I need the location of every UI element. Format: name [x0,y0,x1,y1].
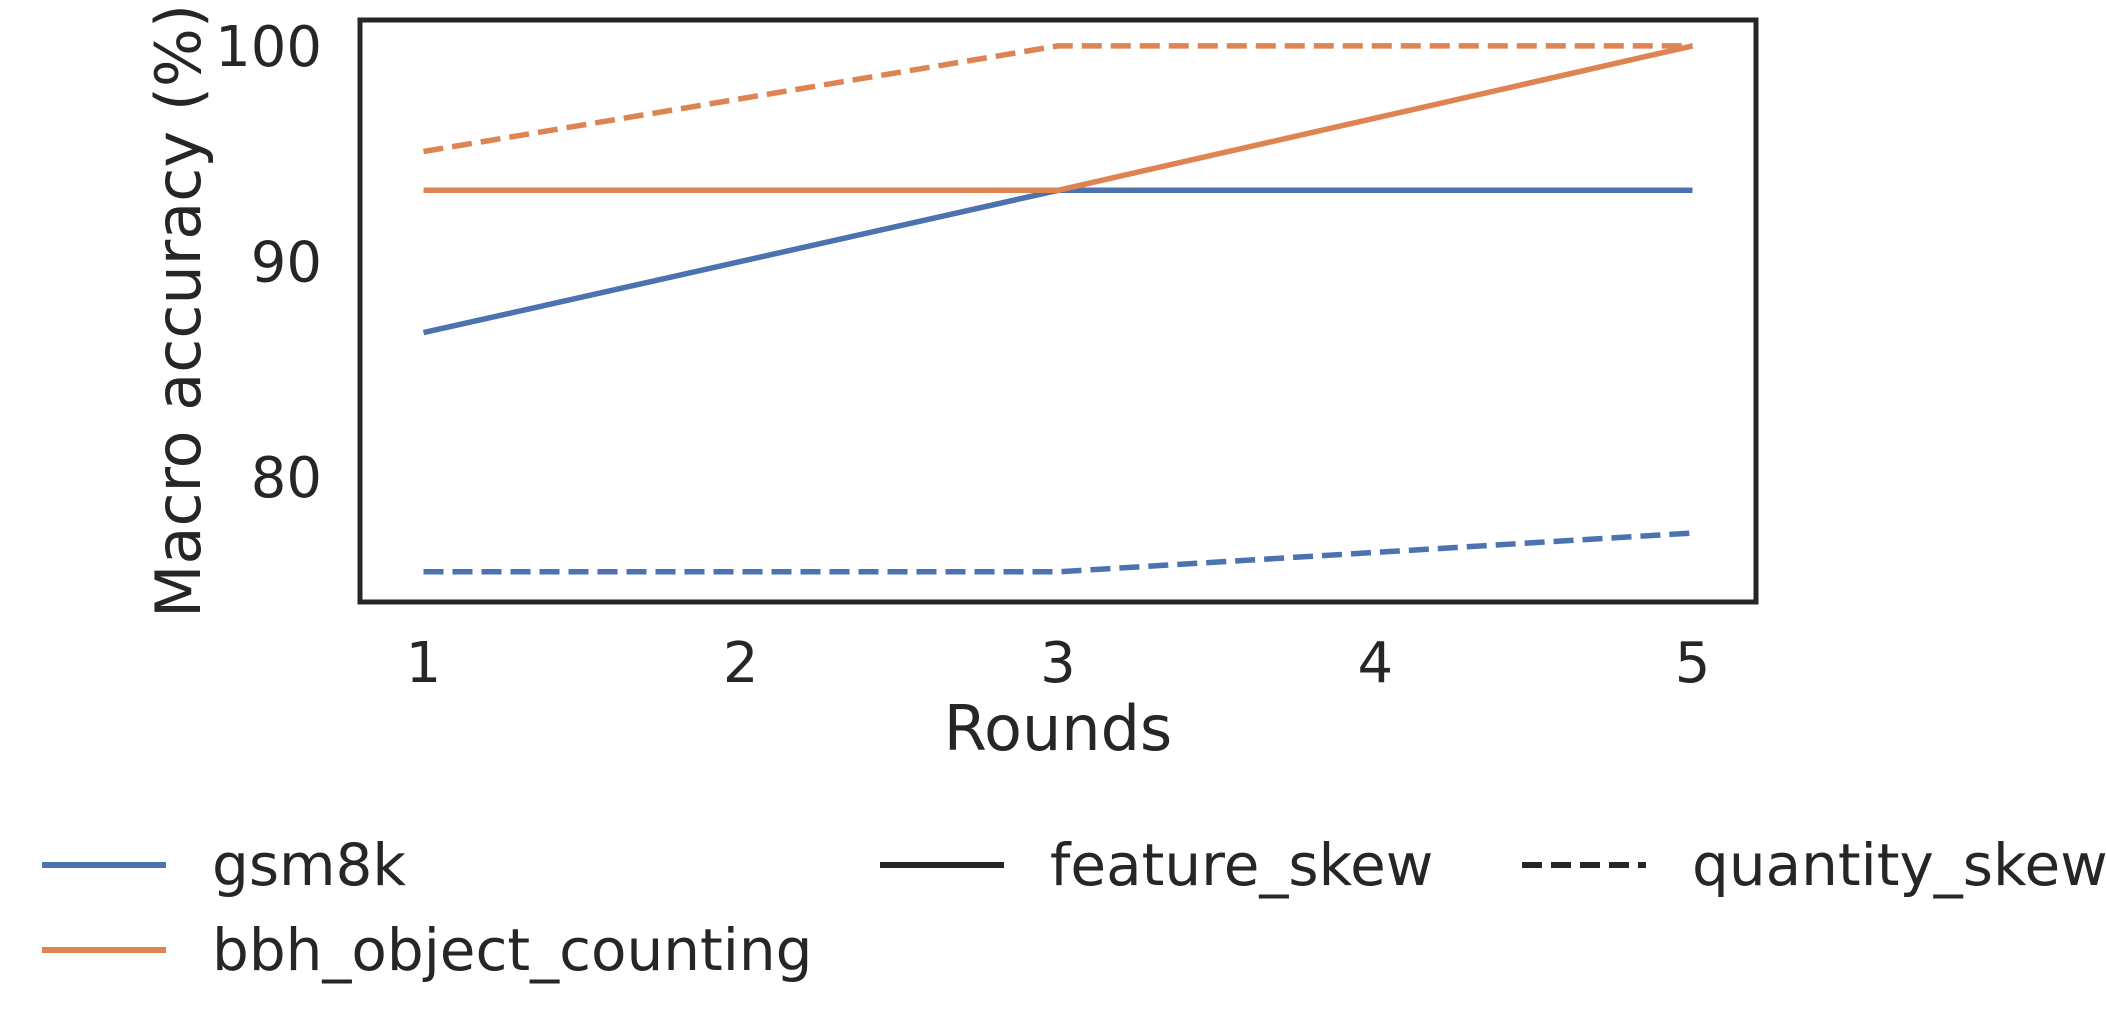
legend-label-quantity_skew: quantity_skew [1692,831,2106,899]
y-tick-label: 80 [251,446,322,511]
plot-frame [357,17,1759,605]
x-axis-title: Rounds [944,692,1172,765]
x-tick-label: 3 [1040,631,1076,696]
series-line-gsm8k-quantity_skew [423,530,1693,575]
legend-label-gsm8k: gsm8k [212,831,406,899]
y-axis-title: Macro accuracy (%) [142,4,215,618]
y-tick-label: 100 [215,15,322,80]
x-tick-label: 4 [1357,631,1393,696]
series-line-bbh_object_counting-quantity_skew [423,43,1693,155]
x-tick-label: 5 [1675,631,1711,696]
legend-label-bbh_object_counting: bbh_object_counting [212,916,812,984]
x-tick-label: 1 [406,631,442,696]
x-axis-ticks: 1 2 3 4 5 [406,631,1711,696]
y-tick-label: 90 [251,230,322,295]
plot-lines [422,43,1694,575]
x-tick-label: 2 [723,631,759,696]
legend: gsm8k bbh_object_counting feature_skew quan… [42,831,2106,984]
legend-label-feature_skew: feature_skew [1050,831,1433,899]
series-line-bbh_object_counting-feature_skew [423,43,1694,194]
series-line-gsm8k-feature_skew [422,187,1693,336]
y-axis-ticks: 80 90 100 [215,15,322,511]
